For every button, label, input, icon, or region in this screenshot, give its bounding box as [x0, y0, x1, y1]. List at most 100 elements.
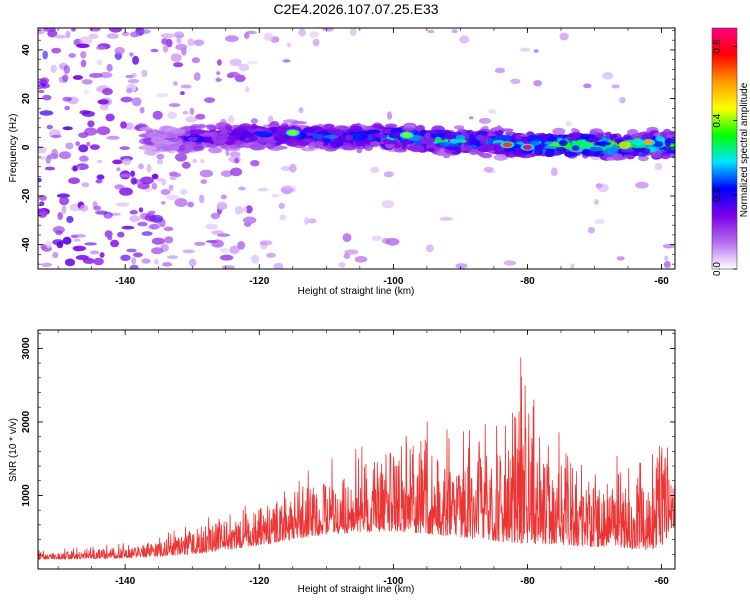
heatmap-noise-cell	[79, 36, 93, 45]
heatmap-noise-cell	[119, 187, 133, 196]
heatmap-noise-cell	[122, 31, 130, 37]
heatmap-noise-cell	[98, 72, 113, 78]
heatmap-signal-cell	[475, 135, 490, 141]
heatmap-noise-cell	[52, 251, 59, 259]
heatmap-noise-cell	[654, 163, 663, 171]
heatmap-noise-cell	[81, 79, 93, 85]
heatmap-noise-cell	[120, 254, 131, 261]
heatmap-noise-cell	[83, 88, 90, 95]
heatmap-noise-cell	[664, 255, 669, 262]
heatmap-noise-cell	[99, 104, 109, 111]
heatmap-signal-cell	[303, 127, 316, 133]
heatmap-signal-cell	[234, 140, 244, 145]
heatmap-noise-cell	[182, 249, 195, 254]
heatmap-signal-cell	[558, 139, 568, 146]
heatmap-noise-cell	[570, 263, 575, 269]
heatmap-noise-cell	[344, 249, 359, 255]
heatmap-signal-cell	[552, 127, 566, 135]
heatmap-signal-cell	[253, 143, 263, 150]
heatmap-noise-cell	[63, 65, 70, 75]
heatmap-noise-cell	[251, 254, 260, 264]
heatmap-signal-cell	[462, 145, 472, 152]
snr-x-tick-label: -120	[249, 576, 269, 587]
heatmap-signal-cell	[595, 141, 612, 146]
heatmap-noise-cell	[168, 103, 181, 108]
heatmap-signal-cell	[579, 133, 592, 139]
heatmap-signal-cell	[543, 145, 559, 150]
heatmap-noise-cell	[478, 117, 492, 124]
heatmap-noise-cell	[81, 182, 90, 188]
heatmap-signal-cell	[265, 142, 276, 149]
heatmap-noise-cell	[72, 165, 78, 172]
heatmap-signal-cell	[250, 118, 258, 124]
heatmap-noise-cell	[138, 207, 144, 213]
heatmap-signal-cell	[481, 153, 493, 159]
heatmap-signal-cell	[189, 126, 197, 130]
heatmap-noise-cell	[116, 167, 121, 172]
heatmap-signal-cell	[349, 125, 363, 133]
heatmap-signal-cell	[178, 144, 186, 152]
heatmap-signal-cell	[585, 138, 599, 143]
heatmap-signal-cell	[184, 141, 197, 146]
heatmap-noise-cell	[188, 258, 197, 267]
snr-frame	[37, 329, 676, 570]
heatmap-noise-cell	[312, 38, 320, 47]
heatmap-signal-cell	[530, 140, 540, 146]
heatmap-noise-cell	[137, 221, 148, 227]
heatmap-x-tick-label: -100	[383, 276, 403, 287]
heatmap-signal-cell	[588, 146, 603, 152]
heatmap-noise-cell	[343, 253, 351, 259]
heatmap-noise-cell	[193, 39, 205, 46]
heatmap-noise-cell	[216, 201, 228, 211]
heatmap-signal-cell	[595, 132, 604, 138]
heatmap-noise-cell	[137, 182, 150, 190]
heatmap-noise-cell	[243, 216, 257, 224]
heatmap-noise-cell	[96, 174, 105, 180]
heatmap-noise-cell	[54, 34, 67, 39]
heatmap-noise-cell	[62, 96, 72, 102]
heatmap-noise-cell	[167, 111, 177, 120]
heatmap-noise-cell	[131, 97, 142, 107]
heatmap-noise-cell	[139, 176, 154, 185]
heatmap-noise-cell	[79, 110, 91, 115]
heatmap-noise-cell	[57, 212, 63, 220]
heatmap-noise-cell	[102, 88, 113, 96]
heatmap-noise-cell	[289, 163, 297, 173]
heatmap-noise-cell	[550, 167, 558, 177]
heatmap-cells	[38, 28, 675, 269]
heatmap-noise-cell	[38, 177, 42, 183]
heatmap-noise-cell	[176, 37, 182, 44]
heatmap-noise-cell	[180, 84, 192, 89]
heatmap-signal-cell	[441, 131, 456, 140]
heatmap-noise-cell	[211, 239, 224, 248]
heatmap-noise-cell	[51, 47, 62, 54]
figure-title: C2E4.2026.107.07.25.E33	[273, 1, 438, 17]
heatmap-noise-cell	[215, 78, 223, 82]
heatmap-signal-cell	[183, 132, 191, 137]
heatmap-noise-cell	[89, 250, 100, 255]
heatmap-noise-cell	[245, 30, 257, 35]
heatmap-signal-cell	[143, 150, 153, 156]
heatmap-noise-cell	[194, 241, 206, 246]
heatmap-signal-cell	[623, 134, 632, 140]
colorbar-tick-label: 0.2	[712, 187, 723, 201]
heatmap-noise-cell	[533, 80, 542, 87]
heatmap-signal-cell	[323, 134, 339, 139]
heatmap-signal-cell	[228, 135, 241, 141]
heatmap-noise-cell	[70, 234, 78, 239]
heatmap-noise-cell	[64, 105, 70, 111]
heatmap-signal-cell	[266, 139, 275, 144]
heatmap-signal-cell	[376, 134, 388, 139]
heatmap-noise-cell	[68, 53, 76, 58]
heatmap-signal-cell	[582, 148, 589, 155]
heatmap-noise-cell	[144, 213, 157, 222]
heatmap-noise-cell	[79, 155, 89, 162]
heatmap-signal-cell	[492, 126, 501, 131]
heatmap-noise-cell	[38, 211, 47, 218]
heatmap-noise-cell	[426, 244, 434, 253]
heatmap-noise-cell	[39, 201, 45, 206]
colorbar-frame	[711, 27, 738, 270]
heatmap-signal-cell	[187, 136, 198, 142]
heatmap-noise-cell	[189, 107, 195, 116]
heatmap-noise-cell	[146, 163, 152, 173]
